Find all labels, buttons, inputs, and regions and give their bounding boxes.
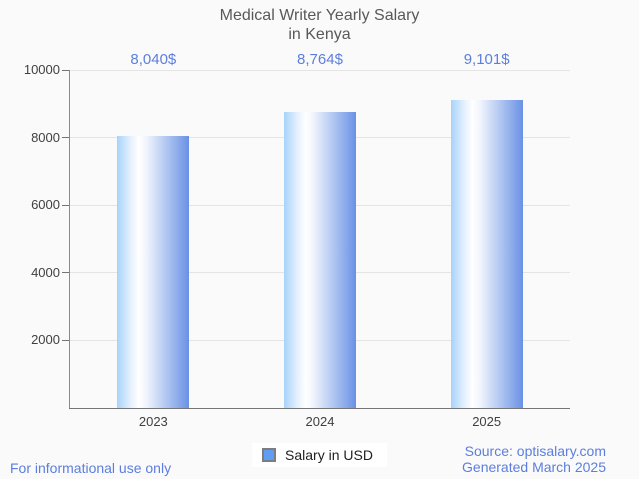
y-axis-tick: [62, 204, 69, 206]
y-axis-label: 6000: [31, 197, 60, 213]
source-block: Source: optisalary.com Generated March 2…: [462, 443, 606, 475]
chart-title: Medical Writer Yearly Salary in Kenya: [0, 6, 639, 44]
bar[interactable]: [117, 136, 190, 408]
y-axis-tick: [62, 69, 69, 71]
disclaimer-text: For informational use only: [10, 460, 172, 476]
plot-area: 2000 4000 6000 8000 10000 8,040$ 2023 8,764$ 202…: [24, 52, 570, 429]
y-axis-tick: [62, 137, 69, 139]
legend-box: Salary in USD: [252, 443, 387, 467]
bar-value-label: 9,101$: [463, 51, 510, 68]
gridline: [70, 69, 570, 71]
source-link[interactable]: Source: optisalary.com: [464, 443, 606, 459]
y-axis-label: 8000: [31, 129, 60, 145]
generated-date: Generated March 2025: [462, 459, 606, 475]
bar[interactable]: [450, 100, 523, 408]
chart-title-line2: in Kenya: [288, 26, 351, 43]
legend: Salary in USD: [0, 443, 639, 467]
bar[interactable]: [284, 112, 356, 408]
x-axis-label: 2024: [305, 414, 335, 429]
y-axis-tick: [62, 272, 69, 274]
bar-value-label: 8,764$: [297, 51, 343, 68]
y-axis-tick: [62, 339, 69, 341]
x-axis-line: [69, 408, 570, 409]
y-axis-label: 10000: [23, 62, 60, 77]
y-axis-line: [69, 70, 70, 408]
x-axis-label: 2025: [472, 414, 502, 429]
y-axis-label: 4000: [31, 264, 60, 280]
x-axis-label: 2023: [138, 414, 168, 429]
legend-label: Salary in USD: [285, 447, 373, 463]
legend-swatch-icon: [262, 448, 277, 462]
bar-value-label: 8,040$: [130, 51, 177, 68]
y-axis-label: 2000: [31, 332, 60, 348]
chart-title-line1: Medical Writer Yearly Salary: [219, 7, 420, 24]
